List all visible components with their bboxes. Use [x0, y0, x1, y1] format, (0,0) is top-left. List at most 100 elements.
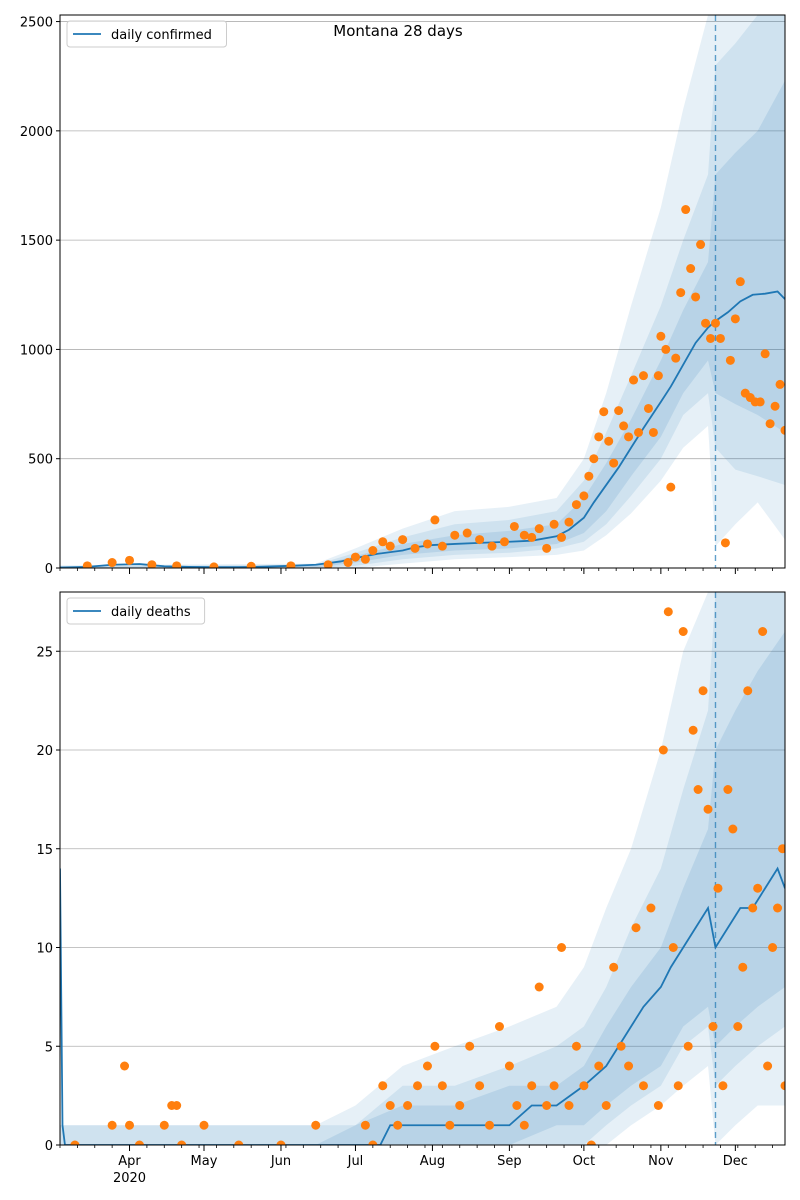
- data-point: [778, 844, 785, 854]
- data-point: [760, 349, 770, 359]
- data-point: [681, 205, 691, 215]
- data-point: [624, 1061, 634, 1071]
- y-tick-label: 15: [36, 843, 53, 858]
- data-point: [343, 558, 353, 568]
- confirmed-panel: 0 500 1000 1500 2000 2500 daily confirmed: [20, 14, 786, 577]
- data-point: [571, 500, 581, 510]
- data-point: [276, 1140, 286, 1145]
- data-point: [624, 432, 634, 442]
- y-tick-label: 20: [36, 744, 53, 759]
- y-tick-label: 5: [45, 1040, 53, 1055]
- data-point: [368, 546, 378, 556]
- band-middle: [60, 15, 785, 568]
- data-point: [638, 371, 648, 381]
- data-point: [653, 1101, 663, 1110]
- legend-box: [66, 597, 206, 625]
- data-point: [462, 528, 472, 538]
- band-outer: [60, 15, 785, 568]
- y-tick-label: 1000: [20, 343, 53, 358]
- y-tick-label: 500: [28, 453, 53, 468]
- data-point: [648, 427, 658, 437]
- x-tick-label: Aug: [420, 1154, 445, 1169]
- data-point: [713, 883, 723, 893]
- plot-area: [60, 592, 785, 1145]
- data-point: [437, 1081, 447, 1091]
- data-point: [696, 240, 706, 250]
- data-point: [723, 785, 733, 794]
- data-point: [708, 1022, 718, 1031]
- data-point: [107, 558, 117, 568]
- data-point: [701, 318, 711, 328]
- data-point: [604, 436, 614, 446]
- data-point: [494, 1022, 504, 1031]
- data-point: [557, 532, 567, 542]
- data-point: [770, 401, 780, 411]
- data-point: [557, 943, 567, 952]
- data-point: [246, 561, 256, 568]
- data-point: [410, 543, 420, 553]
- data-point: [775, 379, 785, 389]
- data-point: [509, 521, 519, 531]
- data-point: [499, 537, 509, 547]
- data-point: [323, 560, 333, 568]
- plot-area: [60, 15, 785, 568]
- data-point: [564, 1101, 574, 1110]
- data-point: [733, 1022, 743, 1031]
- data-point: [475, 535, 485, 545]
- data-point: [589, 454, 599, 464]
- data-point: [743, 686, 753, 696]
- data-point: [485, 1120, 495, 1130]
- x-tick-label: Oct: [573, 1154, 595, 1169]
- legend: daily deaths: [66, 597, 206, 625]
- y-tick-label: 0: [45, 1139, 53, 1154]
- data-point: [487, 541, 497, 551]
- data-point: [542, 1101, 552, 1110]
- x-tick-label: May: [191, 1154, 218, 1169]
- data-point: [656, 331, 666, 341]
- data-point: [120, 1061, 130, 1071]
- data-point: [534, 982, 544, 992]
- data-point: [653, 371, 663, 381]
- data-point: [614, 406, 624, 416]
- data-point: [445, 1120, 455, 1130]
- data-point: [177, 1140, 187, 1145]
- data-point: [286, 561, 296, 568]
- data-point: [686, 264, 696, 274]
- data-point: [768, 943, 778, 952]
- data-point: [527, 1081, 537, 1091]
- data-point: [398, 535, 408, 545]
- data-point: [403, 1101, 413, 1110]
- x-tick-label: Jun: [270, 1154, 291, 1169]
- y-tick-label: 0: [45, 562, 53, 577]
- x-tick-label: Nov: [648, 1154, 674, 1169]
- data-point: [706, 333, 716, 343]
- data-point: [234, 1140, 244, 1145]
- data-point: [720, 538, 730, 548]
- data-point: [594, 1061, 604, 1071]
- data-point: [519, 1120, 529, 1130]
- axes-frame: [59, 14, 786, 569]
- data-point: [350, 552, 360, 562]
- data-point: [616, 1041, 626, 1051]
- data-point: [780, 425, 785, 435]
- data-point: [658, 745, 668, 755]
- data-point: [385, 1101, 395, 1110]
- data-point: [676, 288, 686, 298]
- data-point: [725, 355, 735, 365]
- data-point: [199, 1120, 209, 1130]
- y-tick-label: 10: [36, 942, 53, 957]
- data-point: [671, 353, 681, 363]
- data-point: [422, 539, 432, 549]
- data-point: [465, 1041, 475, 1051]
- data-point: [678, 627, 688, 636]
- y-tick-label: 2500: [20, 16, 53, 31]
- data-point: [579, 1081, 589, 1091]
- data-point: [437, 541, 447, 551]
- y-tick-label: 1500: [20, 234, 53, 249]
- data-point: [586, 1140, 596, 1145]
- x-tick-label: Sep: [497, 1154, 522, 1169]
- data-point: [728, 824, 738, 834]
- data-point: [209, 562, 219, 568]
- data-point: [735, 277, 745, 287]
